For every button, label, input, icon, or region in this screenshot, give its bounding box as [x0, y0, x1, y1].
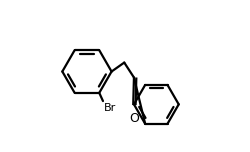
Text: Br: Br [104, 103, 116, 113]
Text: O: O [130, 112, 139, 125]
